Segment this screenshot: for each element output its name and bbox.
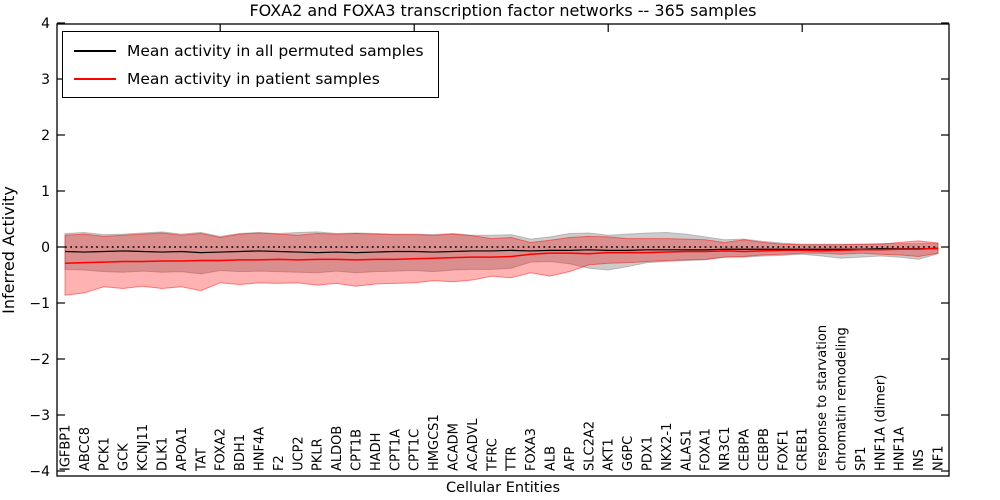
y-tick-label: 3 xyxy=(41,72,50,88)
x-tick-label: TTR xyxy=(505,446,520,472)
x-tick-label: INS xyxy=(912,449,927,471)
x-tick-label: APOA1 xyxy=(175,427,190,471)
x-tick-label: HMGCS1 xyxy=(427,414,442,471)
x-tick-label: AKT1 xyxy=(602,438,617,471)
x-tick-label: IGFBP1 xyxy=(59,425,74,471)
x-tick-label: HNF1A (dimer) xyxy=(873,375,888,471)
y-tick-label: 2 xyxy=(41,128,50,144)
x-tick-label: BDH1 xyxy=(233,434,248,471)
legend-line-patient xyxy=(74,77,116,80)
x-tick-label: TFRC xyxy=(485,438,500,472)
x-tick-label: HNF1A xyxy=(893,427,908,471)
x-tick-label: CPT1C xyxy=(408,429,423,471)
x-tick-label: AFP xyxy=(563,447,578,471)
legend-line-permuted xyxy=(74,49,116,52)
x-tick-label: FOXA1 xyxy=(699,428,714,471)
permuted-band xyxy=(64,231,939,275)
x-tick-label: CPT1B xyxy=(350,429,365,471)
x-tick-label: CEBPA xyxy=(738,429,753,471)
x-tick-label: UCP2 xyxy=(291,436,306,471)
x-tick-label: ACADVL xyxy=(466,418,481,471)
x-tick-label: G6PC xyxy=(621,436,636,471)
y-tick-label: −4 xyxy=(29,464,50,480)
x-tick-label: KCNJ11 xyxy=(136,424,151,471)
legend-label-permuted: Mean activity in all permuted samples xyxy=(127,41,424,60)
chart-title: FOXA2 and FOXA3 transcription factor net… xyxy=(249,1,757,20)
y-tick-label: −2 xyxy=(29,352,50,368)
x-tick-label: NKX2-1 xyxy=(660,423,675,471)
x-tick-label: F2 xyxy=(272,455,287,471)
x-tick-label: ALB xyxy=(544,446,559,471)
y-tick-label: 1 xyxy=(41,184,50,200)
patient-mean-line xyxy=(64,247,939,264)
legend-label-patient: Mean activity in patient samples xyxy=(127,69,380,88)
x-tick-label: ABCC8 xyxy=(78,427,93,471)
x-tick-label: FOXA2 xyxy=(214,428,229,471)
y-tick-label: −1 xyxy=(29,296,50,312)
patient-band xyxy=(64,232,939,296)
x-tick-label: PDX1 xyxy=(641,436,656,471)
legend: Mean activity in all permuted samples Me… xyxy=(62,31,439,98)
x-tick-label: GCK xyxy=(117,443,132,471)
permuted-mean-line xyxy=(64,248,938,254)
x-tick-label: ALAS1 xyxy=(679,429,694,471)
x-tick-label: CPT1A xyxy=(388,429,403,471)
x-tick-label: HADH xyxy=(369,433,384,471)
legend-entry: Mean activity in all permuted samples xyxy=(74,39,424,62)
x-tick-label: CEBPB xyxy=(757,428,772,471)
x-tick-label: SLC2A2 xyxy=(582,421,597,471)
x-axis-label: Cellular Entities xyxy=(445,480,561,496)
plot-frame xyxy=(56,23,950,477)
x-tick-label: DLK1 xyxy=(156,437,171,471)
x-tick-label: NR3C1 xyxy=(718,427,733,471)
x-tick-label: NF1 xyxy=(932,446,947,471)
y-tick-label: 0 xyxy=(41,240,50,256)
x-tick-label: PKLR xyxy=(311,438,326,471)
x-tick-label: HNF4A xyxy=(253,427,268,471)
x-tick-label: PCK1 xyxy=(97,437,112,471)
legend-entry: Mean activity in patient samples xyxy=(74,67,424,90)
x-tick-label: response to starvation xyxy=(815,325,830,471)
x-tick-label: FOXA3 xyxy=(524,428,539,471)
x-tick-label: ALDOB xyxy=(330,426,345,471)
x-tick-label: chromatin remodeling xyxy=(835,327,850,471)
y-tick-label: −3 xyxy=(29,408,50,424)
x-tick-label: FOXF1 xyxy=(776,429,791,471)
y-tick-label: 4 xyxy=(41,16,50,32)
x-tick-label: ACADM xyxy=(447,423,462,471)
x-tick-label: CREB1 xyxy=(796,427,811,471)
y-axis-label: Inferred Activity xyxy=(0,186,18,314)
x-tick-label: TAT xyxy=(194,448,209,472)
x-tick-label: SP1 xyxy=(854,447,869,471)
